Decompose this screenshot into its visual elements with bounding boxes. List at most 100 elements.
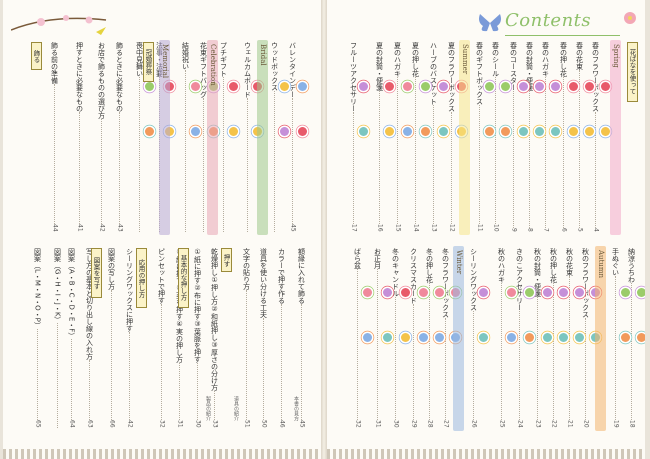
toc-entry[interactable]: 図案（G・H・I・J・K） [51,248,64,428]
toc-entry[interactable]: 春の封筒・便箋 8 [523,42,536,232]
toc-entry-title: 手ぬぐい [611,248,620,276]
toc-entry-title: 納涼うちわ [627,248,636,283]
toc-entry-title: シーリングワックス [469,248,478,311]
pressed-flower-icon [385,82,394,91]
season-band [453,246,464,431]
pressed-flower-icon [363,288,372,297]
toc-page-number: 9 [510,228,518,232]
toc-page-number: 4 [592,228,600,232]
toc-entry[interactable]: 春の押し花 6 [557,42,570,232]
season-band [595,246,606,431]
toc-entry[interactable]: 飾る前の準備 44 [48,42,61,232]
toc-entry[interactable]: 冬の押し花 28 [423,248,436,428]
toc-entry[interactable]: 道具を使い分ける工夫 50 [257,248,270,428]
toc-entry[interactable]: カラーで押す作る 46 [275,248,288,428]
toc-entry[interactable]: 春のシール 10 [489,42,502,232]
pressed-flower-icon [421,127,430,136]
toc-entry[interactable]: 秋のフラワーボックス 20 [579,248,592,428]
pressed-flower-icon [298,82,307,91]
dotted-leader [179,363,180,421]
toc-entry[interactable]: 夏のフラワーボックス 12 [445,42,458,232]
toc-entry[interactable]: クリスマスカード 29 [407,248,420,428]
toc-entry-title: 冬のフラワーボックス [441,248,450,318]
toc-entry[interactable]: 図案（L・M・N・O・P） 65 [31,248,44,428]
title-underline [505,35,620,36]
toc-entry[interactable]: ばら盆 32 [351,248,364,428]
toc-entry[interactable]: ①紙に押す②布に押す③葉脈を押す 30 [191,248,204,428]
toc-entry[interactable]: シーリングワックスに押す 42 [123,248,136,428]
toc-entry-title: 図案の写し方 [107,248,116,290]
toc-entry[interactable]: 押すときに必要なもの 41 [73,42,86,232]
pressed-flower-icon [637,333,645,342]
toc-entry[interactable]: 春の花束 5 [573,42,586,232]
toc-entry[interactable]: きのこアクセサリー 24 [513,248,526,428]
toc-entry[interactable]: 手ぬぐい 19 [609,248,622,428]
toc-page-number: 10 [492,224,500,232]
dotted-leader [473,311,474,421]
dotted-leader [197,363,198,421]
toc-entry[interactable]: 春のコースター 9 [507,42,520,232]
toc-entry-title: バレンタインデー [288,42,297,98]
toc-entry[interactable]: フルーツアクセサリー 17 [347,42,360,232]
toc-entry[interactable]: プチギフト [217,42,230,232]
dotted-leader [445,318,446,421]
toc-entry[interactable]: 花束ギフトバッグ [197,42,210,232]
toc-entry[interactable]: 喪中見舞い [133,42,146,232]
toc-entry[interactable]: ピンセットで押す 32 [155,248,168,428]
toc-entry[interactable]: 乾燥押し①押し方②和紙押し③厚さの分け方 33 [208,248,221,428]
toc-entry[interactable]: 文字の貼り方 51 [240,248,253,428]
toc-page-number: 33 [211,420,219,428]
pressed-flower-icon [543,333,552,342]
toc-entry[interactable]: 秋の花束 21 [563,248,576,428]
pressed-flower-icon [229,127,238,136]
dotted-leader [451,112,452,225]
toc-entry[interactable]: 図案の写し方 66 [105,248,118,428]
toc-entry-title: 飾る前の準備 [50,42,59,84]
toc-page-number: 11 [476,224,484,232]
toc-entry[interactable]: 写し方の基本と切り出し線の入れ方 63 [83,248,96,428]
dotted-leader [89,360,90,421]
toc-entry[interactable]: 春のフラワーボックス 4 [589,42,602,232]
toc-entry[interactable]: ハーブのバスケット 13 [427,42,440,232]
toc-entry[interactable]: 飾るときに必要なもの 43 [113,42,126,232]
flower-icon [622,10,638,30]
dotted-leader [274,91,275,232]
toc-entry[interactable]: 秋の封筒・便箋 23 [531,248,544,428]
toc-entry[interactable]: お店で飾るものの選び方 42 [95,42,108,232]
toc-entry[interactable]: シーリングワックス 26 [467,248,480,428]
toc-entry-title: ハーブのバスケット [429,42,438,105]
footer-item: 道具の紹介 [233,396,239,421]
toc-entry[interactable]: 額縁に入れて飾る 45 [295,248,308,428]
toc-entry[interactable]: ウェルカムボード [241,42,254,232]
toc-entry[interactable]: お正月 31 [371,248,384,428]
season-band [159,40,170,235]
toc-entry[interactable]: 納涼うちわ 18 [625,248,638,428]
toc-entry[interactable]: 夏の封筒・便箋 16 [373,42,386,232]
pressed-flower-icon [479,333,488,342]
pressed-flower-icon [585,127,594,136]
dotted-leader [353,112,354,225]
toc-entry[interactable]: 春のギフトボックス 11 [473,42,486,232]
toc-entry[interactable]: 夏の押し花 14 [409,42,422,232]
toc-entry-title: 結婚祝い [181,42,190,70]
pressed-flower-icon [403,82,412,91]
toc-entry[interactable]: ウッドボックス [268,42,281,232]
pressed-flower-icon [383,288,392,297]
pressed-flower-icon [559,288,568,297]
toc-page-number: 30 [194,420,202,428]
toc-entry[interactable]: 秋のハガキ 25 [495,248,508,428]
dotted-leader [569,276,570,421]
toc-page-number: 25 [498,420,506,428]
toc-entry[interactable]: バレンタインデー 45 [286,42,299,232]
dotted-leader [57,323,58,428]
toc-entry[interactable]: 結婚祝い [179,42,192,232]
toc-entry[interactable]: 秋の押し花 22 [547,248,560,428]
toc-entry[interactable]: 春のハガキ 7 [539,42,552,232]
toc-entry-title: 夏のフラワーボックス [447,42,456,112]
toc-entry[interactable]: 冬のキャンドル 30 [389,248,402,428]
toc-entry[interactable]: 夏のハガキ 15 [391,42,404,232]
pressed-flower-icon [298,127,307,136]
toc-entry[interactable]: 冬のフラワーボックス 27 [439,248,452,428]
toc-entry[interactable]: 図案（A・B・C・D・E・F） 64 [65,248,78,428]
toc-entry-title: ウェルカムボード [243,42,252,98]
